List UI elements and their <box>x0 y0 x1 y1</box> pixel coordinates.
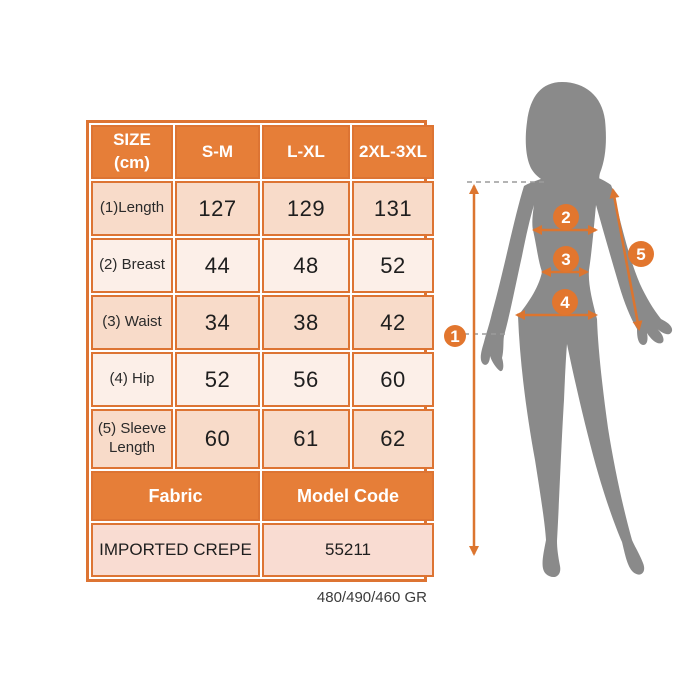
model-code-value: 55211 <box>262 523 434 577</box>
svg-text:3: 3 <box>561 250 570 269</box>
size-unit-header: SIZE (cm) <box>91 125 173 179</box>
cell-value: 60 <box>352 352 434 407</box>
table-row-waist: (3) Waist 34 38 42 <box>91 295 434 350</box>
cell-value: 38 <box>262 295 350 350</box>
row-label: (4) Hip <box>91 352 173 407</box>
cell-value: 62 <box>352 409 434 469</box>
cell-value: 48 <box>262 238 350 293</box>
size-header-line1: SIZE <box>113 130 151 150</box>
row-label: (5) Sleeve Length <box>91 409 173 469</box>
table-row-hip: (4) Hip 52 56 60 <box>91 352 434 407</box>
size-table-header-row: SIZE (cm) S-M L-XL 2XL-3XL <box>91 125 434 179</box>
size-header-line2: (cm) <box>114 153 150 172</box>
size-table: SIZE (cm) S-M L-XL 2XL-3XL (1)Length 127… <box>86 120 434 582</box>
model-code-header: Model Code <box>262 471 434 521</box>
cell-value: 56 <box>262 352 350 407</box>
size-table-grid: SIZE (cm) S-M L-XL 2XL-3XL (1)Length 127… <box>89 123 436 579</box>
cell-value: 42 <box>352 295 434 350</box>
fabric-header: Fabric <box>91 471 260 521</box>
cell-value: 60 <box>175 409 260 469</box>
fabric-value: IMPORTED CREPE <box>91 523 260 577</box>
table-row-breast: (2) Breast 44 48 52 <box>91 238 434 293</box>
svg-text:2: 2 <box>561 208 570 227</box>
cell-value: 34 <box>175 295 260 350</box>
table-row-sleeve-length: (5) Sleeve Length 60 61 62 <box>91 409 434 469</box>
measure-marker-1: 1 <box>444 325 466 347</box>
measurement-figure: 1 2 3 4 5 <box>444 82 673 578</box>
cell-value: 44 <box>175 238 260 293</box>
measure-markers: 1 2 3 4 5 <box>444 204 654 347</box>
col-header-2xl3xl: 2XL-3XL <box>352 125 434 179</box>
measure-marker-2: 2 <box>553 204 579 230</box>
cell-value: 61 <box>262 409 350 469</box>
col-header-sm: S-M <box>175 125 260 179</box>
row-label: (2) Breast <box>91 238 173 293</box>
cell-value: 52 <box>175 352 260 407</box>
svg-text:1: 1 <box>450 327 459 346</box>
svg-text:4: 4 <box>560 293 570 312</box>
sleeve-arrow <box>609 188 643 331</box>
weight-note: 480/490/460 GR <box>316 589 427 606</box>
cell-value: 131 <box>352 181 434 236</box>
cell-value: 129 <box>262 181 350 236</box>
table-row-length: (1)Length 127 129 131 <box>91 181 434 236</box>
row-label: (1)Length <box>91 181 173 236</box>
fabric-header-row: Fabric Model Code <box>91 471 434 521</box>
measure-marker-3: 3 <box>553 246 579 272</box>
row-label: (3) Waist <box>91 295 173 350</box>
woman-silhouette <box>480 82 673 578</box>
cell-value: 127 <box>175 181 260 236</box>
fabric-value-row: IMPORTED CREPE 55211 <box>91 523 434 577</box>
measure-marker-5: 5 <box>628 241 654 267</box>
measure-marker-4: 4 <box>552 289 578 315</box>
cell-value: 52 <box>352 238 434 293</box>
svg-text:5: 5 <box>636 245 645 264</box>
col-header-lxl: L-XL <box>262 125 350 179</box>
